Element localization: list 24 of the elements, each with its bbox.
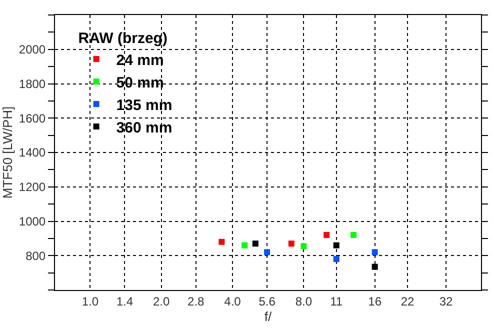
x-tick-label: 2.8 [188,294,205,308]
y-tick-label: 800 [26,248,46,263]
y-tick-label: 1600 [18,111,46,126]
x-axis-title: f/ [264,309,272,324]
x-tick-label: 16 [368,294,382,308]
x-tick-label: 2.0 [152,294,170,308]
legend-label: 24 mm [116,52,164,69]
y-tick-label: 1200 [18,180,46,194]
x-tick-label: 32 [439,294,453,308]
legend-title: RAW (brzeg) [78,30,168,47]
x-tick-label: 22 [400,294,415,308]
x-tick-label: 11 [330,294,343,308]
y-tick-label: 2000 [18,42,46,57]
legend-label: 360 mm [116,119,172,136]
x-tick-label: 8.0 [295,294,312,308]
x-tick-label: 5.6 [258,294,276,308]
y-tick-label: 1800 [18,76,46,91]
x-tick-label: 1.0 [82,294,99,308]
y-axis-title: MTF50 [LW/PH] [0,106,15,199]
y-tick-label: 1000 [18,214,46,228]
y-tick-label: 1400 [18,146,46,160]
legend-label: 135 mm [116,96,172,114]
x-tick-label: 4.0 [224,294,242,308]
x-tick-label: 1.4 [116,294,134,308]
